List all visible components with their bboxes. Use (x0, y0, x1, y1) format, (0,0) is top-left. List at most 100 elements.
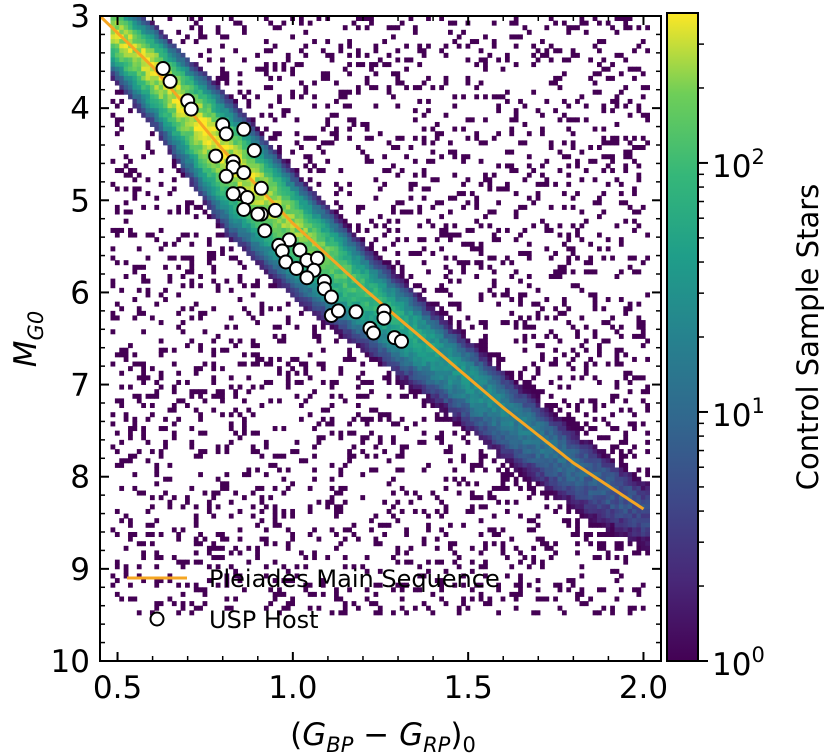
heatmap-bin (141, 103, 146, 109)
heatmap-bin (360, 347, 366, 353)
heatmap-bin (570, 246, 576, 252)
heatmap-bin (421, 297, 427, 303)
heatmap-bin (518, 412, 523, 418)
heatmap-bin (180, 149, 186, 155)
heatmap-bin (461, 241, 466, 247)
heatmap-bin (123, 52, 129, 58)
heatmap-bin (566, 361, 572, 367)
heatmap-bin (369, 255, 374, 261)
heatmap-bin (610, 62, 615, 68)
heatmap-bin (597, 214, 602, 220)
heatmap-bin (185, 34, 190, 40)
heatmap-bin (412, 384, 418, 390)
heatmap-bin (483, 94, 488, 100)
heatmap-bin (439, 578, 445, 584)
heatmap-bin (171, 52, 177, 58)
heatmap-bin (487, 366, 493, 372)
heatmap-bin (355, 269, 361, 275)
heatmap-bin (180, 52, 186, 58)
heatmap-bin (145, 508, 151, 514)
heatmap-bin (202, 121, 208, 127)
heatmap-bin (149, 393, 155, 399)
heatmap-bin (399, 297, 405, 303)
heatmap-bin (474, 421, 480, 427)
heatmap-bin (561, 204, 567, 210)
heatmap-bin (601, 435, 607, 441)
heatmap-bin (272, 43, 278, 49)
heatmap-bin (491, 375, 497, 381)
heatmap-bin (290, 513, 295, 519)
heatmap-bin (417, 292, 423, 298)
heatmap-bin (220, 66, 225, 72)
heatmap-bin (171, 407, 177, 413)
heatmap-bin (224, 154, 230, 160)
heatmap-bin (373, 264, 379, 270)
heatmap-bin (570, 48, 576, 54)
heatmap-bin (272, 278, 278, 284)
heatmap-bin (298, 94, 304, 100)
heatmap-bin (496, 163, 501, 169)
heatmap-bin (320, 301, 326, 307)
heatmap-bin (408, 333, 414, 339)
heatmap-bin (119, 398, 125, 404)
heatmap-bin (290, 191, 295, 197)
heatmap-bin (320, 200, 326, 206)
heatmap-bin (193, 232, 199, 238)
heatmap-bin (250, 283, 256, 289)
heatmap-bin (119, 168, 125, 174)
heatmap-bin (114, 301, 120, 307)
heatmap-bin (570, 462, 576, 468)
heatmap-bin (369, 343, 374, 349)
heatmap-bin (320, 250, 326, 256)
heatmap-bin (298, 20, 304, 26)
heatmap-bin (373, 292, 379, 298)
heatmap-bin (171, 140, 177, 146)
heatmap-bin (566, 384, 572, 390)
heatmap-bin (206, 149, 212, 155)
heatmap-bin (329, 527, 335, 533)
heatmap-bin (277, 453, 282, 459)
heatmap-bin (509, 297, 515, 303)
heatmap-bin (163, 264, 168, 270)
heatmap-bin (391, 292, 396, 298)
heatmap-bin (478, 241, 484, 247)
heatmap-bin (298, 195, 304, 201)
heatmap-bin (198, 158, 203, 164)
heatmap-bin (557, 582, 563, 588)
heatmap-bin (242, 227, 247, 233)
heatmap-bin (408, 186, 414, 192)
heatmap-bin (355, 297, 361, 303)
heatmap-bin (434, 324, 440, 330)
heatmap-bin (548, 379, 554, 385)
heatmap-bin (123, 186, 129, 192)
heatmap-bin (193, 559, 199, 565)
heatmap-bin (575, 508, 580, 514)
heatmap-bin (228, 149, 234, 155)
heatmap-bin (439, 306, 445, 312)
heatmap-bin (404, 237, 409, 243)
heatmap-bin (329, 421, 335, 427)
heatmap-bin (342, 297, 348, 303)
heatmap-bin (298, 62, 304, 68)
heatmap-bin (189, 264, 195, 270)
heatmap-bin (601, 472, 607, 478)
heatmap-bin (623, 135, 629, 141)
heatmap-bin (136, 94, 142, 100)
heatmap-bin (215, 504, 221, 510)
heatmap-bin (342, 94, 348, 100)
heatmap-bin (583, 601, 589, 607)
heatmap-bin (618, 573, 624, 579)
heatmap-bin (478, 458, 484, 464)
heatmap-bin (233, 103, 239, 109)
heatmap-bin (325, 218, 331, 224)
heatmap-bin (128, 89, 133, 95)
heatmap-bin (535, 366, 541, 372)
heatmap-bin (206, 550, 212, 556)
heatmap-bin (461, 154, 466, 160)
heatmap-bin (465, 338, 471, 344)
heatmap-bin (211, 168, 217, 174)
heatmap-bin (513, 412, 519, 418)
heatmap-bin (110, 16, 116, 22)
heatmap-bin (448, 449, 453, 455)
heatmap-bin (421, 126, 427, 132)
